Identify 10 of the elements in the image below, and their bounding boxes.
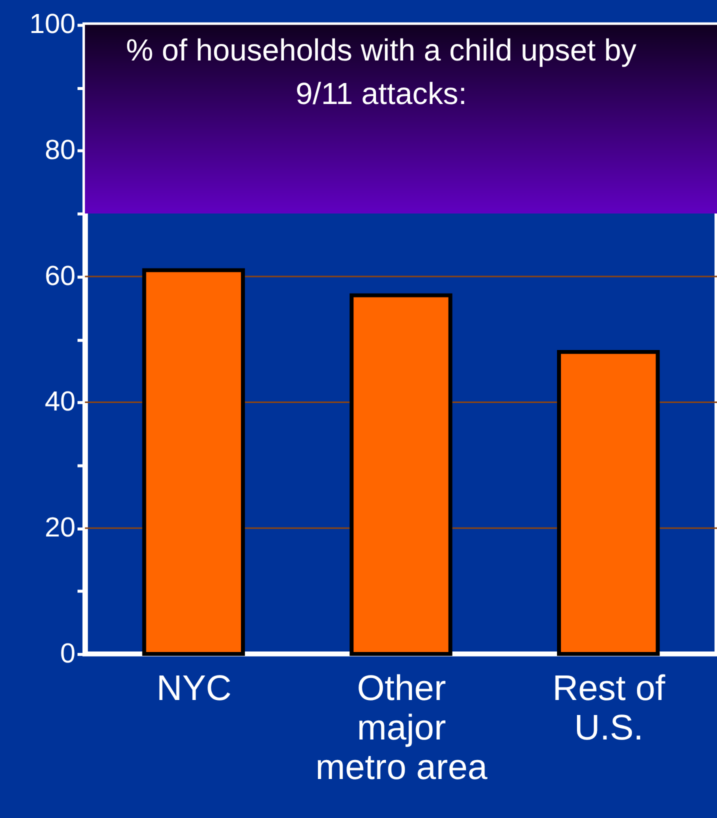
y-tick-label: 40 (44, 386, 76, 417)
x-tick-label: Other major metro area (316, 668, 488, 787)
y-tick-label: 0 (60, 637, 76, 668)
x-tick-label: NYC (156, 668, 232, 708)
y-tick-label: 100 (29, 8, 76, 40)
text: % of households with a child upset by 9/11 attacks: (126, 33, 638, 111)
x-tick-label: Rest of U.S. (552, 668, 666, 748)
y-tick-label: 60 (44, 260, 76, 291)
y-tick-label: 20 (44, 512, 76, 542)
y-tick-label: 80 (44, 134, 76, 166)
